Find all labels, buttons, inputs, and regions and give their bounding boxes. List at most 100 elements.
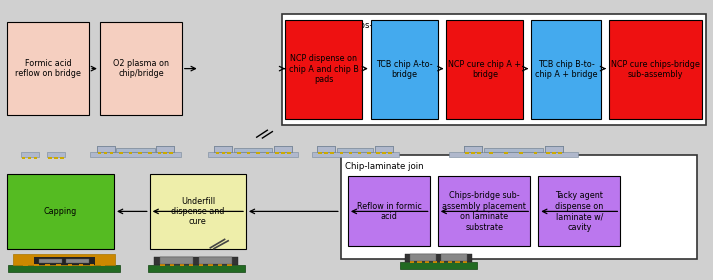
FancyBboxPatch shape [477, 152, 481, 154]
FancyBboxPatch shape [312, 152, 399, 157]
FancyBboxPatch shape [376, 152, 380, 154]
FancyBboxPatch shape [558, 152, 562, 154]
FancyBboxPatch shape [552, 152, 555, 154]
FancyBboxPatch shape [531, 20, 601, 119]
FancyBboxPatch shape [275, 152, 279, 154]
FancyBboxPatch shape [405, 254, 472, 262]
FancyBboxPatch shape [471, 152, 475, 154]
FancyBboxPatch shape [317, 146, 335, 152]
FancyBboxPatch shape [471, 152, 475, 154]
FancyBboxPatch shape [281, 152, 284, 154]
FancyBboxPatch shape [464, 146, 482, 152]
Text: Chips-bridge sub-
assembly placement
on laminate
substrate: Chips-bridge sub- assembly placement on … [442, 191, 526, 232]
FancyBboxPatch shape [110, 152, 113, 154]
FancyBboxPatch shape [438, 176, 530, 246]
FancyBboxPatch shape [97, 146, 115, 152]
FancyBboxPatch shape [98, 152, 101, 154]
FancyBboxPatch shape [504, 152, 508, 154]
FancyBboxPatch shape [129, 152, 133, 154]
FancyBboxPatch shape [54, 157, 58, 159]
FancyBboxPatch shape [148, 265, 245, 272]
FancyBboxPatch shape [46, 264, 50, 266]
Text: TCB chip B-to-
chip A + bridge: TCB chip B-to- chip A + bridge [535, 60, 597, 79]
FancyBboxPatch shape [98, 152, 101, 154]
FancyBboxPatch shape [285, 20, 362, 119]
FancyBboxPatch shape [534, 152, 538, 154]
FancyBboxPatch shape [104, 152, 108, 154]
FancyBboxPatch shape [367, 152, 371, 154]
FancyBboxPatch shape [410, 254, 436, 261]
FancyBboxPatch shape [218, 264, 222, 266]
FancyBboxPatch shape [7, 22, 89, 115]
FancyBboxPatch shape [538, 176, 620, 246]
FancyBboxPatch shape [477, 152, 481, 154]
FancyBboxPatch shape [330, 152, 334, 154]
FancyBboxPatch shape [348, 176, 430, 246]
FancyBboxPatch shape [433, 261, 437, 263]
FancyBboxPatch shape [388, 152, 391, 154]
FancyBboxPatch shape [375, 146, 393, 152]
Text: Underfill
dispense and
cure: Underfill dispense and cure [171, 197, 225, 226]
Text: Reflow in formic
acid: Reflow in formic acid [356, 202, 421, 221]
FancyBboxPatch shape [199, 264, 203, 266]
FancyBboxPatch shape [150, 174, 246, 249]
FancyBboxPatch shape [471, 152, 475, 154]
FancyBboxPatch shape [546, 152, 550, 154]
FancyBboxPatch shape [546, 152, 550, 154]
FancyBboxPatch shape [66, 259, 89, 263]
FancyBboxPatch shape [319, 152, 322, 154]
Text: NCP cure chips-bridge
sub-assembly: NCP cure chips-bridge sub-assembly [611, 60, 699, 79]
FancyBboxPatch shape [440, 261, 444, 263]
FancyBboxPatch shape [275, 152, 279, 154]
FancyBboxPatch shape [274, 146, 292, 152]
FancyBboxPatch shape [39, 259, 62, 263]
FancyBboxPatch shape [215, 152, 219, 154]
FancyBboxPatch shape [410, 261, 414, 263]
FancyBboxPatch shape [222, 152, 225, 154]
FancyBboxPatch shape [376, 152, 380, 154]
FancyBboxPatch shape [287, 152, 291, 154]
FancyBboxPatch shape [382, 152, 386, 154]
FancyBboxPatch shape [552, 152, 555, 154]
Text: TCB chip A-to-
bridge: TCB chip A-to- bridge [376, 60, 433, 79]
FancyBboxPatch shape [330, 152, 334, 154]
FancyBboxPatch shape [375, 146, 393, 152]
Text: NCP dispense on
chip A and chip B
pads: NCP dispense on chip A and chip B pads [289, 54, 359, 84]
FancyBboxPatch shape [104, 152, 108, 154]
FancyBboxPatch shape [78, 264, 83, 266]
FancyBboxPatch shape [189, 264, 193, 266]
FancyBboxPatch shape [545, 146, 563, 152]
Text: Chip-laminate join: Chip-laminate join [345, 162, 424, 171]
FancyBboxPatch shape [48, 157, 52, 159]
FancyBboxPatch shape [170, 152, 173, 154]
FancyBboxPatch shape [519, 152, 523, 154]
FancyBboxPatch shape [281, 152, 284, 154]
FancyBboxPatch shape [464, 146, 482, 152]
FancyBboxPatch shape [148, 152, 152, 154]
FancyBboxPatch shape [237, 152, 240, 154]
FancyBboxPatch shape [47, 152, 65, 157]
FancyBboxPatch shape [163, 152, 167, 154]
FancyBboxPatch shape [158, 152, 161, 154]
FancyBboxPatch shape [227, 152, 231, 154]
FancyBboxPatch shape [156, 146, 174, 152]
FancyBboxPatch shape [24, 264, 28, 266]
FancyBboxPatch shape [222, 152, 225, 154]
FancyBboxPatch shape [463, 261, 467, 263]
FancyBboxPatch shape [156, 146, 174, 152]
FancyBboxPatch shape [247, 152, 250, 154]
FancyBboxPatch shape [199, 257, 232, 264]
FancyBboxPatch shape [227, 152, 231, 154]
FancyBboxPatch shape [22, 157, 26, 159]
Text: TCB with NCP chips-bridge join: TCB with NCP chips-bridge join [286, 21, 419, 30]
FancyBboxPatch shape [465, 152, 468, 154]
FancyBboxPatch shape [545, 146, 563, 152]
FancyBboxPatch shape [274, 146, 292, 152]
FancyBboxPatch shape [180, 264, 184, 266]
FancyBboxPatch shape [425, 261, 429, 263]
FancyBboxPatch shape [349, 152, 352, 154]
FancyBboxPatch shape [256, 152, 260, 154]
Text: Tacky agent
dispense on
laminate w/
cavity: Tacky agent dispense on laminate w/ cavi… [555, 191, 603, 232]
FancyBboxPatch shape [418, 261, 422, 263]
FancyBboxPatch shape [215, 146, 232, 152]
